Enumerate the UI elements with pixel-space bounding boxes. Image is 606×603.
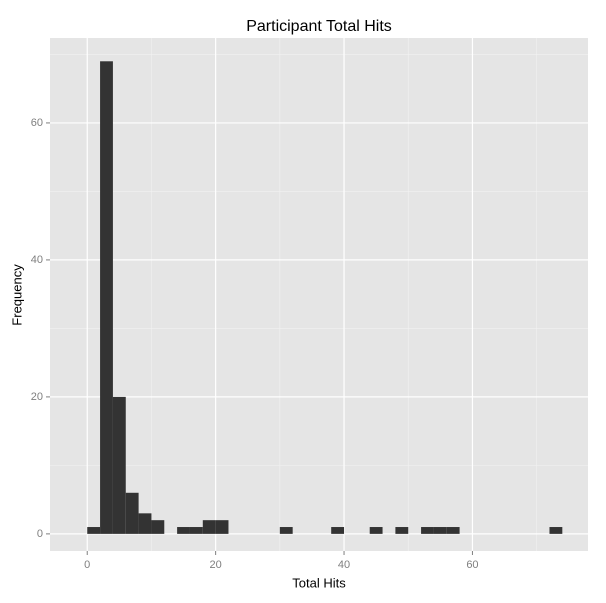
y-axis-label: Frequency bbox=[9, 264, 24, 326]
x-tick-label: 60 bbox=[466, 559, 478, 571]
bar bbox=[421, 527, 434, 534]
x-tick-label: 20 bbox=[210, 559, 222, 571]
x-tick-label: 0 bbox=[84, 559, 90, 571]
bar bbox=[177, 527, 190, 534]
bar bbox=[189, 527, 203, 534]
bar bbox=[138, 513, 152, 534]
y-tick-label: 60 bbox=[31, 117, 43, 129]
y-tick-label: 20 bbox=[31, 391, 43, 403]
y-tick-label: 40 bbox=[31, 254, 43, 266]
bar bbox=[87, 527, 101, 534]
bar bbox=[433, 527, 447, 534]
bar bbox=[100, 61, 113, 534]
bar bbox=[549, 527, 563, 534]
bar bbox=[125, 492, 139, 534]
x-axis-label: Total Hits bbox=[292, 575, 346, 590]
bar bbox=[369, 527, 383, 534]
bar bbox=[215, 520, 229, 534]
x-tick-label: 40 bbox=[338, 559, 350, 571]
plot-panel bbox=[50, 38, 588, 551]
y-tick-label: 0 bbox=[37, 528, 43, 540]
bar bbox=[202, 520, 216, 534]
bar bbox=[446, 527, 460, 534]
bar bbox=[395, 527, 409, 534]
chart-title: Participant Total Hits bbox=[246, 18, 392, 35]
bar bbox=[112, 396, 126, 534]
bar bbox=[331, 527, 345, 534]
bar bbox=[151, 520, 165, 534]
bar bbox=[279, 527, 293, 534]
